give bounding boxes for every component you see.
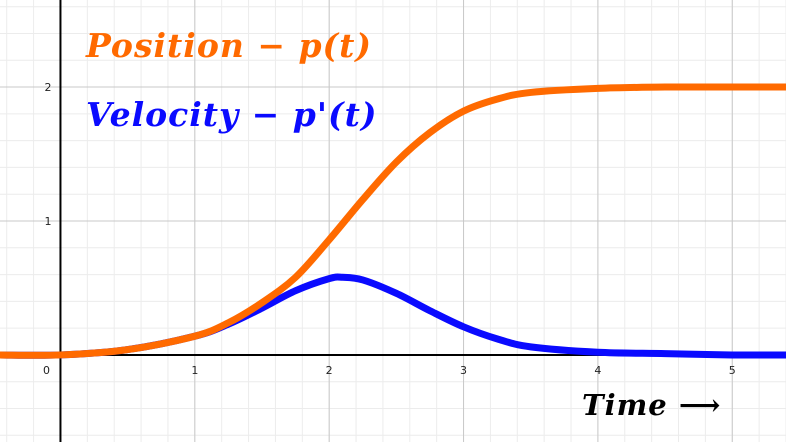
velocity-series-label: Velocity − p'(t) <box>86 95 378 134</box>
x-tick-label: 4 <box>594 364 601 377</box>
velocity-curve <box>0 273 786 359</box>
x-tick-label: 2 <box>326 364 333 377</box>
x-tick-label: 0 <box>43 364 50 377</box>
x-tick-label: 3 <box>460 364 467 377</box>
x-tick-label: 1 <box>191 364 198 377</box>
y-tick-label: 1 <box>44 215 51 228</box>
x-tick-label: 5 <box>729 364 736 377</box>
y-tick-label: 2 <box>44 81 51 94</box>
position-curve <box>0 83 786 359</box>
position-series-label: Position − p(t) <box>86 26 373 65</box>
x-axis-label: Time ⟶ <box>582 388 722 422</box>
